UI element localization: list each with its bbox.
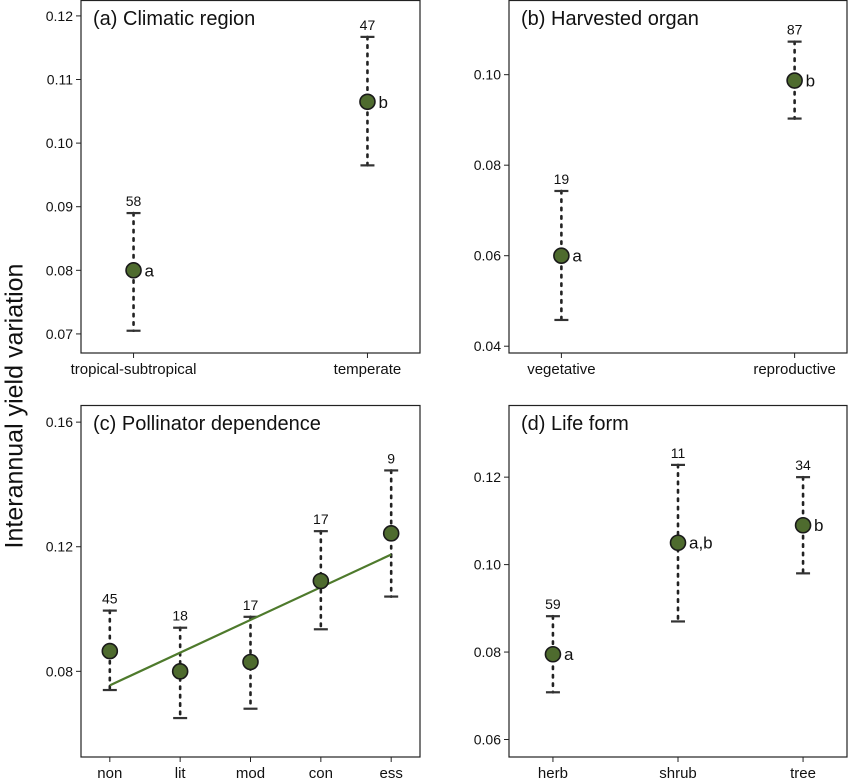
x-tick-label: temperate <box>334 361 402 378</box>
plot-frame <box>80 0 421 354</box>
x-tick-label: ess <box>380 765 403 778</box>
mean-point <box>312 572 330 590</box>
y-tick-label: 0.11 <box>47 72 73 88</box>
y-tick-label: 0.10 <box>474 67 501 83</box>
sample-size-label: 45 <box>102 591 118 607</box>
significance-letter: b <box>378 93 387 112</box>
mean-point <box>171 663 189 680</box>
y-tick-label: 0.08 <box>46 663 73 679</box>
panel-a: (a) Climatic region 0.07 0.08 0.09 0.10 0.11 0… <box>46 0 421 378</box>
y-tick-label: 0.04 <box>474 338 501 354</box>
mean-point <box>101 642 119 660</box>
sample-size-label: 19 <box>554 171 570 187</box>
sample-size-label: 18 <box>172 608 188 624</box>
y-tick-label: 0.12 <box>46 539 73 555</box>
significance-letter: b <box>806 72 815 91</box>
sample-size-label: 58 <box>126 193 142 209</box>
y-tick-label: 0.12 <box>474 469 501 485</box>
sample-size-label: 87 <box>787 22 803 38</box>
significance-letter: a <box>145 261 155 280</box>
x-tick-label: mod <box>236 765 265 778</box>
y-tick-label: 0.16 <box>46 414 73 430</box>
y-tick-label: 0.09 <box>46 199 73 215</box>
mean-point <box>553 247 570 264</box>
x-tick-label: lit <box>175 765 187 778</box>
sample-size-label: 17 <box>313 511 329 527</box>
sample-size-label: 17 <box>243 597 259 613</box>
x-tick-label: shrub <box>659 765 697 778</box>
y-tick-label: 0.07 <box>46 326 73 342</box>
significance-letter: a <box>572 247 582 266</box>
panel-title: (a) Climatic region <box>93 8 255 30</box>
sample-size-label: 47 <box>360 17 376 33</box>
sample-size-label: 34 <box>795 457 811 473</box>
significance-letter: b <box>814 516 823 535</box>
y-tick-label: 0.10 <box>474 557 501 573</box>
plot-frame <box>508 0 848 354</box>
trend-line <box>109 553 392 687</box>
x-tick-label: tree <box>790 765 816 778</box>
sample-size-label: 59 <box>545 596 561 612</box>
x-tick-label: con <box>309 765 333 778</box>
sample-size-label: 11 <box>671 445 686 461</box>
mean-point <box>794 516 812 534</box>
y-tick-label: 0.10 <box>46 135 73 151</box>
mean-point <box>669 534 687 552</box>
mean-point <box>242 653 259 671</box>
mean-point <box>544 645 562 663</box>
significance-letter: a,b <box>689 534 713 553</box>
panel-title: (c) Pollinator dependence <box>93 413 321 435</box>
sample-size-label: 9 <box>387 450 395 466</box>
x-tick-label: non <box>97 765 122 778</box>
mean-point <box>359 93 376 111</box>
x-tick-label: reproductive <box>753 361 836 378</box>
panel-c: (c) Pollinator dependence 0.08 0.12 0.16 non… <box>46 404 421 778</box>
significance-letter: a <box>564 645 574 664</box>
y-tick-label: 0.06 <box>474 248 501 264</box>
panel-b: (b) Harvested organ 0.04 0.06 0.08 0.10 veget… <box>474 0 848 378</box>
panel-title: (d) Life form <box>521 413 629 435</box>
x-tick-label: vegetative <box>527 361 595 378</box>
mean-point <box>382 525 400 542</box>
y-tick-label: 0.08 <box>474 644 501 660</box>
y-tick-label: 0.12 <box>46 8 73 24</box>
panel-d: (d) Life form 0.06 0.08 0.10 0.12 herb shrub tr… <box>474 404 848 778</box>
x-tick-label: herb <box>538 765 568 778</box>
y-tick-label: 0.08 <box>46 262 73 278</box>
y-tick-label: 0.08 <box>474 157 501 173</box>
y-tick-label: 0.06 <box>474 732 501 748</box>
panel-title: (b) Harvested organ <box>521 8 699 30</box>
x-tick-label: tropical-subtropical <box>71 361 197 378</box>
mean-point <box>125 262 142 279</box>
mean-point <box>786 72 803 89</box>
